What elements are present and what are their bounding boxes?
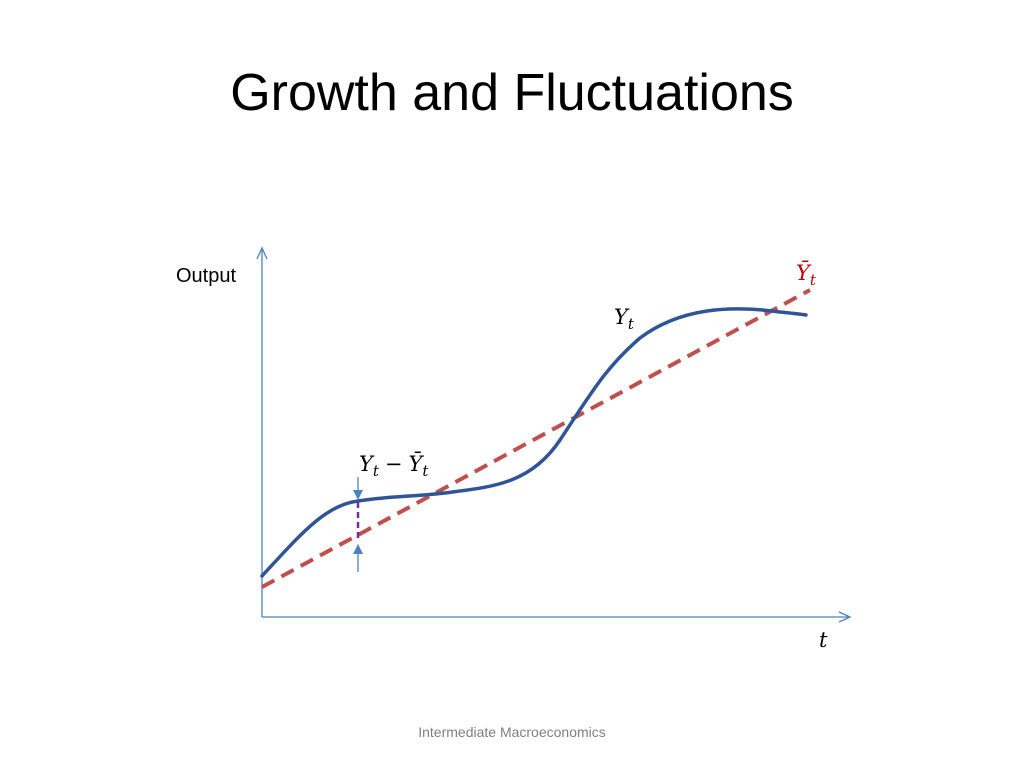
output-gap-label: Yt − Ȳt — [359, 452, 429, 480]
slide-title: Growth and Fluctuations — [230, 64, 794, 122]
trend-output-label: Ȳt — [796, 261, 817, 289]
y-axis-label: Output — [176, 265, 236, 287]
actual-output-label: Yt — [614, 305, 635, 333]
slide-footer: Intermediate Macroeconomics — [418, 724, 606, 740]
trend-output-line — [261, 288, 811, 589]
x-axis-label: t — [819, 628, 828, 652]
actual-output-curve — [260, 307, 808, 578]
